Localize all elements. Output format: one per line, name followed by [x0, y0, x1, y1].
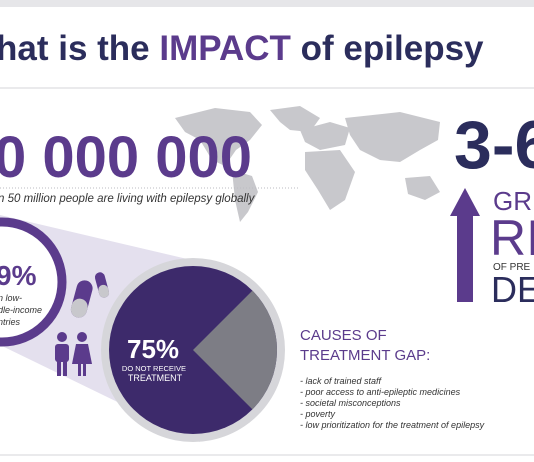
map-americas-north — [175, 108, 262, 166]
treatment-gap-wedge — [193, 290, 278, 410]
title-start: hat is the — [0, 29, 150, 68]
global-number: 0 000 000 — [0, 125, 252, 190]
top-band — [0, 0, 534, 7]
causes-list: - lack of trained staff- poor access to … — [300, 376, 485, 430]
global-caption: n 50 million people are living with epil… — [0, 193, 256, 205]
causes-title-line: CAUSES OF — [300, 327, 387, 344]
income-text: n low- dle-income ntries — [0, 293, 45, 327]
person-dress — [72, 344, 92, 364]
world-map — [175, 106, 440, 222]
pill-icons — [70, 272, 110, 318]
title-highlight: IMPACT — [159, 29, 291, 68]
arrow-shaft — [457, 214, 473, 302]
risk-line: GRE — [493, 186, 534, 216]
cause-item: - poor access to anti-epileptic medicine… — [300, 387, 461, 397]
person-leg — [83, 362, 86, 376]
arrow-head — [450, 188, 480, 216]
risk-number: 3-6 — [454, 107, 534, 183]
income-ring — [0, 217, 67, 347]
person-leg — [63, 360, 67, 376]
person-leg — [57, 360, 61, 376]
income-line: dle-income — [0, 305, 42, 315]
risk-line: OF PRE — [493, 262, 531, 273]
map-asia — [345, 112, 440, 162]
treatment-line: TREATMENT — [128, 373, 183, 383]
treatment-line: DO NOT RECEIVE — [122, 364, 186, 373]
risk-line: RI — [490, 210, 534, 266]
person-head — [77, 332, 87, 342]
map-australia — [405, 176, 440, 200]
pill — [94, 272, 110, 298]
cause-item: - lack of trained staff — [300, 376, 383, 386]
causes-title-line: TREATMENT GAP: — [300, 347, 430, 364]
income-line: n low- — [0, 293, 22, 303]
causes-title: CAUSES OF TREATMENT GAP: — [300, 327, 430, 364]
person-body — [55, 344, 69, 362]
map-africa — [305, 150, 355, 210]
person-leg — [78, 362, 81, 376]
title-end: of epilepsy — [301, 29, 484, 68]
treatment-percent: 75% — [127, 334, 179, 364]
cause-item: - societal misconceptions — [300, 398, 401, 408]
income-percent: 9% — [0, 260, 37, 291]
map-americas-south — [232, 170, 258, 222]
map-europe — [300, 122, 350, 150]
title: hat is the IMPACT of epilepsy — [0, 29, 484, 68]
cause-item: - poverty — [300, 409, 336, 419]
income-line: ntries — [0, 317, 21, 327]
risk-line: DE — [491, 269, 534, 310]
treatment-text: DO NOT RECEIVE TREATMENT — [122, 364, 188, 383]
person-head — [57, 332, 67, 342]
pill — [70, 280, 93, 318]
cause-item: - low prioritization for the treatment o… — [300, 420, 485, 430]
map-greenland — [270, 106, 320, 132]
people-icons — [55, 332, 92, 376]
